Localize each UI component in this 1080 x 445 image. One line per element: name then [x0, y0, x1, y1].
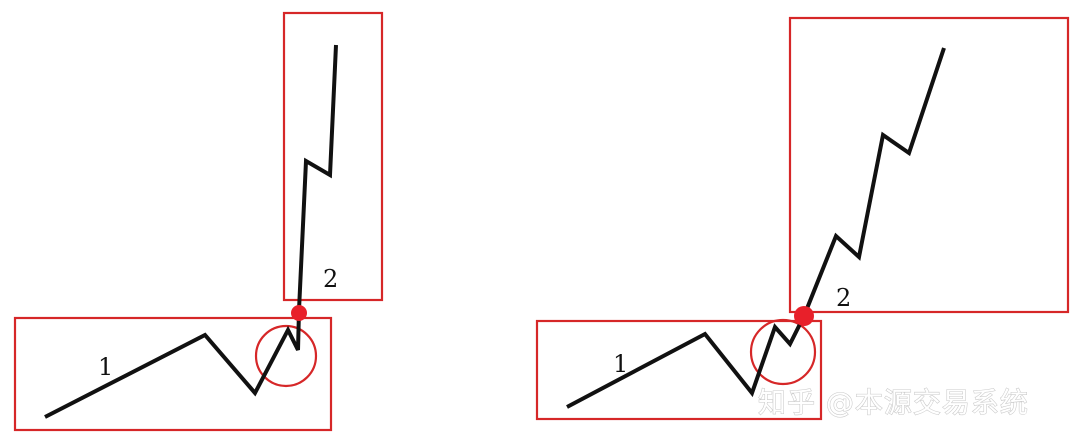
right-breakout-dot: [794, 306, 814, 326]
left-wave2-label: 2: [323, 265, 338, 293]
right-wave1-label: 1: [613, 350, 628, 378]
left-pullback-circle: [254, 324, 318, 388]
left-wave2-box: [282, 11, 384, 302]
right-wave2-box: [788, 16, 1070, 314]
left-wave1-label: 1: [98, 353, 113, 381]
right-wave1-box: [535, 319, 823, 421]
right-wave2-label: 2: [836, 284, 851, 312]
left-wave1-box: [13, 316, 333, 432]
watermark-text: 知乎 @本源交易系统: [758, 386, 1029, 419]
left-breakout-dot: [291, 305, 307, 321]
right-pullback-circle: [749, 318, 817, 386]
left-diagram: 1 2: [13, 11, 384, 432]
right-diagram: 1 2: [535, 16, 1070, 421]
left-price-path: [44, 44, 338, 419]
